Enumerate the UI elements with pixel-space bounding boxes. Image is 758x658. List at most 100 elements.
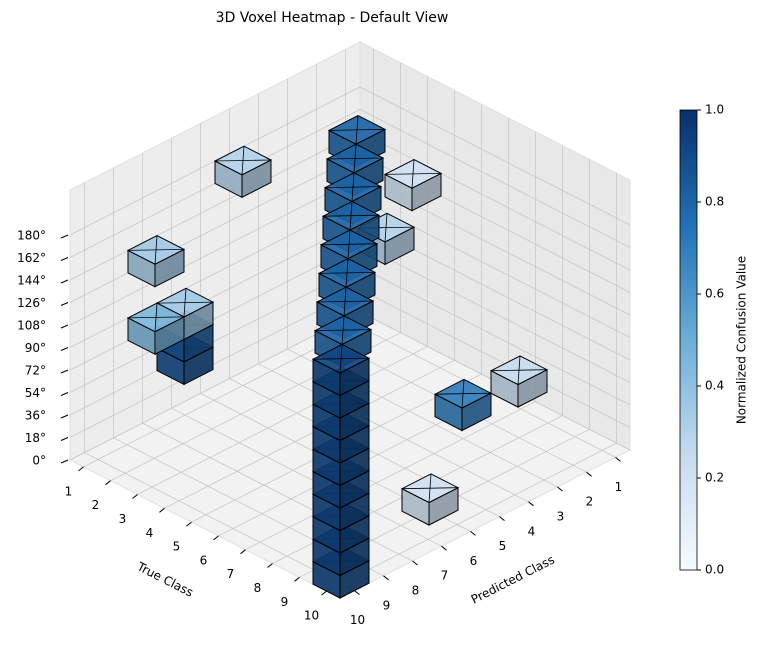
x-tick [441, 545, 447, 551]
z-tick [60, 414, 69, 419]
voxel-edge [345, 272, 348, 288]
z-tick-label: 90° [25, 341, 46, 355]
x-tick-label: 2 [586, 495, 594, 509]
grid-line [69, 176, 361, 326]
voxel-edge [155, 316, 185, 318]
colorbar-tick-label: 0.0 [705, 563, 724, 577]
y-tick [105, 480, 111, 486]
z-tick-label: 180° [17, 229, 46, 243]
voxel-edge [490, 369, 520, 372]
voxel-edge [352, 172, 355, 188]
x-tick-label: 6 [470, 554, 478, 568]
voxel-edge [412, 159, 415, 174]
voxel-edge [155, 303, 158, 318]
voxel [126, 235, 186, 288]
voxel-edge [346, 258, 349, 273]
chart-title: 3D Voxel Heatmap - Default View [216, 10, 449, 26]
z-tick [60, 369, 69, 374]
grid-line [245, 401, 536, 551]
z-tick-label: 0° [32, 454, 46, 468]
voxel-edge [429, 487, 459, 489]
voxel-edge [354, 157, 384, 159]
grid-line [258, 363, 529, 503]
voxel-edge [343, 301, 346, 316]
voxel-edge [401, 487, 431, 490]
voxel-edge [518, 355, 521, 371]
voxel-edge [428, 488, 431, 503]
voxel-edge [242, 159, 272, 161]
x-tick [557, 486, 563, 492]
y-tick [240, 549, 246, 555]
voxel-edge [314, 329, 344, 331]
voxel-edge [184, 288, 187, 303]
voxel-edge [324, 186, 354, 188]
z-tick-label: 54° [25, 386, 46, 400]
voxel [400, 473, 460, 526]
z-tick-label: 144° [17, 274, 46, 288]
grid-line [164, 359, 455, 509]
voxel-edge [385, 226, 415, 228]
x-tick [383, 575, 389, 581]
voxel [311, 343, 371, 397]
y-tick-label: 5 [173, 540, 181, 554]
voxel-edge [155, 235, 158, 250]
voxel-edge [356, 115, 359, 130]
voxel-edge [350, 201, 353, 216]
x-tick [586, 471, 592, 477]
voxel [319, 229, 379, 282]
voxel-edge [156, 302, 186, 304]
voxel-edge [349, 215, 352, 231]
voxel-edge [347, 244, 350, 259]
voxel-edge [411, 173, 414, 189]
voxel-edge [154, 249, 157, 265]
voxel-edge [342, 329, 372, 331]
voxel-edge [214, 160, 244, 162]
voxel-edge [412, 173, 442, 175]
colorbar-tick-label: 0.4 [705, 379, 724, 393]
y-tick-label: 7 [227, 567, 235, 581]
x-tick [412, 560, 418, 566]
y-tick-label: 4 [146, 526, 154, 540]
x-tick-label: 8 [412, 584, 420, 598]
colorbar-tick-label: 1.0 [705, 103, 724, 117]
colorbar-tick-label: 0.2 [705, 471, 724, 485]
y-tick-label: 9 [281, 595, 289, 609]
grid-line [171, 407, 442, 547]
voxel-edge [462, 379, 465, 394]
voxel-edge [351, 187, 354, 202]
grid-line [69, 199, 361, 348]
voxel-edge [350, 214, 380, 217]
voxel-edge [320, 243, 350, 246]
grid-line [359, 131, 631, 271]
voxel-edge [339, 358, 342, 374]
voxel-edge [184, 301, 214, 303]
z-tick [60, 257, 69, 261]
z-tick [60, 392, 69, 396]
grid-line [69, 311, 361, 461]
voxel-edge [384, 173, 414, 175]
grid-line [69, 289, 361, 438]
grid-line [359, 289, 631, 428]
z-tick-label: 36° [25, 409, 46, 423]
grid-line [69, 154, 361, 303]
x-tick-label: 3 [557, 510, 565, 524]
voxel-edge [183, 302, 186, 317]
y-tick-label: 2 [92, 498, 100, 512]
voxel [383, 159, 443, 212]
x-tick [499, 516, 505, 521]
z-tick-label: 126° [17, 296, 46, 310]
voxel-edge [355, 129, 358, 145]
voxel-edge [462, 392, 492, 395]
voxel-edge [385, 213, 388, 228]
voxel-edge [344, 287, 347, 302]
z-tick [60, 324, 69, 329]
y-axis-label: True Class [134, 559, 195, 600]
voxel-edge [346, 272, 376, 274]
y-tick-label: 10 [304, 609, 319, 623]
y-tick-label: 3 [119, 512, 127, 526]
x-tick-label: 4 [528, 524, 536, 538]
voxel [213, 145, 273, 199]
voxel-edge [340, 357, 370, 360]
voxel-edge [352, 186, 382, 188]
